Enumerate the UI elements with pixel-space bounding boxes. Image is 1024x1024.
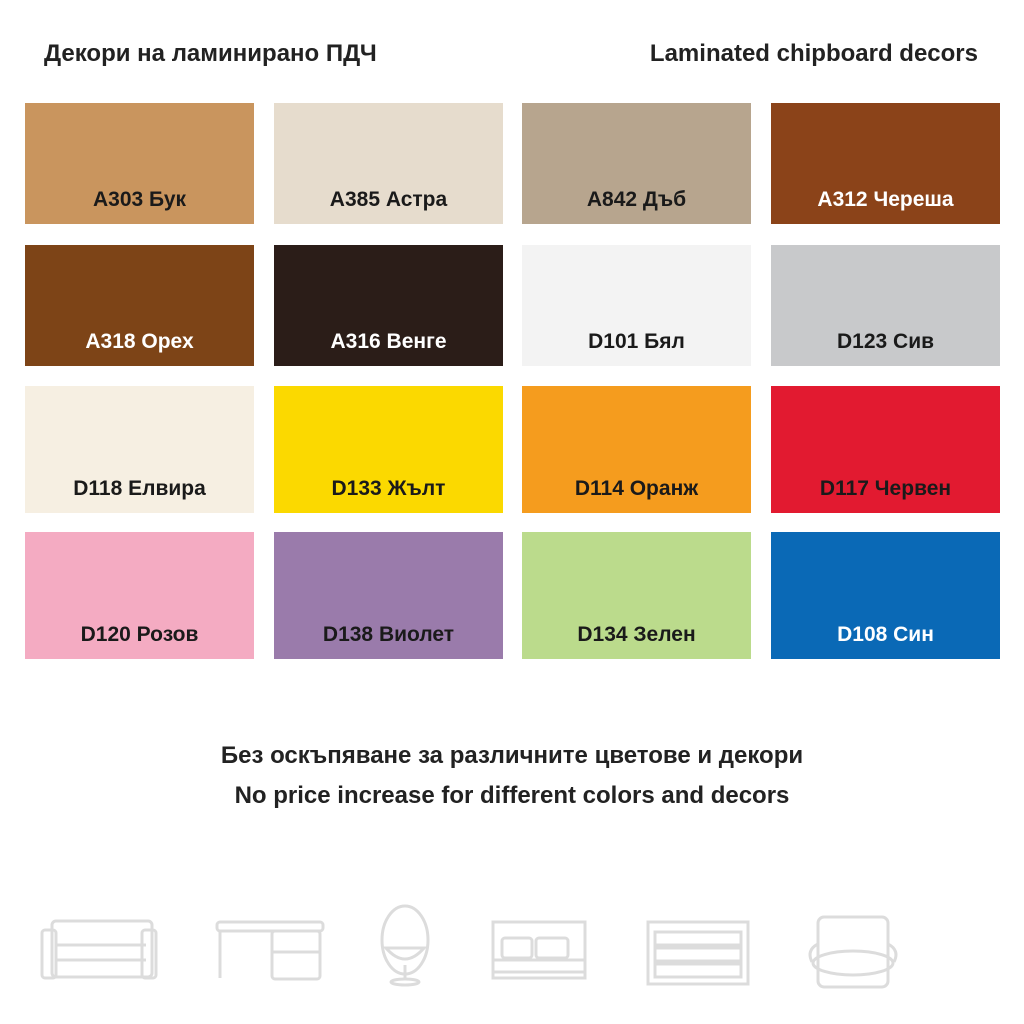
- swatch-d108: D108 Син: [771, 532, 1000, 659]
- egg-chair-icon: [380, 904, 430, 987]
- swatch-a303: A303 Бук: [25, 103, 254, 224]
- swatch-a385: A385 Астра: [274, 103, 503, 224]
- swatch-label: D114 Оранж: [574, 477, 699, 500]
- swatch-d133: D133 Жълт: [274, 386, 503, 513]
- swatch-label: A385 Астра: [329, 188, 448, 211]
- swatch-d123: D123 Сив: [771, 245, 1000, 366]
- swatch-d117: D117 Червен: [771, 386, 1000, 513]
- swatch-a316: A316 Венге: [274, 245, 503, 366]
- swatch-a312: A312 Череша: [771, 103, 1000, 224]
- swatch-label: D108 Син: [837, 623, 934, 646]
- swatch-label: D138 Виолет: [322, 623, 455, 646]
- swatch-a318: A318 Орех: [25, 245, 254, 366]
- footer-bulgarian: Без оскъпяване за различните цветове и д…: [220, 742, 804, 769]
- swatch-label: A303 Бук: [92, 188, 187, 211]
- swatch-d114: D114 Оранж: [522, 386, 751, 513]
- swatch-label: D120 Розов: [80, 623, 199, 646]
- swatch-d134: D134 Зелен: [522, 532, 751, 659]
- swatch-d120: D120 Розов: [25, 532, 254, 659]
- sofa-icon: [40, 919, 158, 980]
- swatch-label: D134 Зелен: [577, 623, 696, 646]
- swatch-d138: D138 Виолет: [274, 532, 503, 659]
- title-bulgarian: Декори на ламинирано ПДЧ: [44, 40, 377, 67]
- swatch-d118: D118 Елвира: [25, 386, 254, 513]
- furniture-icons: [0, 900, 1024, 990]
- swatch-label: A842 Дъб: [586, 188, 687, 211]
- swatch-label: D101 Бял: [588, 330, 685, 353]
- footer-english: No price increase for different colors a…: [234, 782, 790, 809]
- swatch-d101: D101 Бял: [522, 245, 751, 366]
- swatch-a842: A842 Дъб: [522, 103, 751, 224]
- swatch-label: A318 Орех: [85, 330, 194, 353]
- bed-icon: [491, 920, 587, 980]
- title-english: Laminated chipboard decors: [649, 40, 978, 67]
- swatch-label: D133 Жълт: [331, 477, 446, 500]
- swatch-label: D117 Червен: [819, 477, 952, 500]
- swatch-label: A312 Череша: [817, 188, 954, 211]
- armchair-icon: [808, 915, 898, 989]
- swatch-label: A316 Венге: [330, 330, 447, 353]
- swatch-label: D118 Елвира: [73, 477, 206, 500]
- swatch-label: D123 Сив: [836, 330, 935, 353]
- desk-icon: [215, 920, 325, 981]
- dresser-icon: [646, 920, 750, 986]
